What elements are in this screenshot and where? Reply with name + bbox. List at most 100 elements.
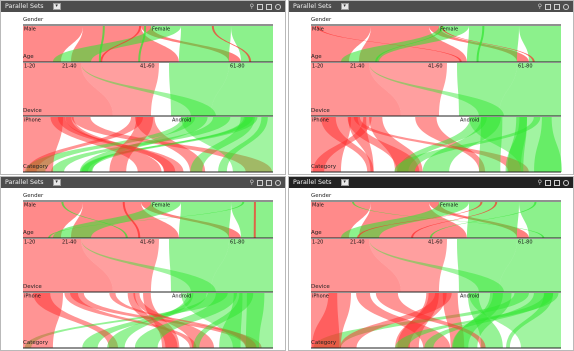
category-label-1-20[interactable]: 1-20 [312, 240, 323, 246]
category-label-41-60[interactable]: 41-60 [428, 240, 443, 246]
category-label-sport[interactable]: Sport [476, 174, 489, 175]
parallel-sets-plot[interactable]: Gender Male Female Age 1-20 21-40 41-60 61-80 De… [289, 12, 574, 175]
category-label-1-20[interactable]: 1-20 [24, 240, 35, 246]
ribbon-female-age[interactable] [53, 202, 181, 238]
ribbon-device-category[interactable] [64, 293, 197, 348]
category-label-61-80[interactable]: 61-80 [518, 240, 533, 246]
ribbon-device-category[interactable] [348, 117, 374, 172]
ribbon-age-device[interactable] [369, 63, 504, 116]
ribbon-male-age[interactable] [23, 26, 83, 62]
category-label-travel[interactable]: Travel [374, 174, 390, 175]
category-label-education[interactable]: Education [392, 174, 417, 175]
category-label-male[interactable]: Male [312, 203, 324, 209]
ribbon-device-category[interactable] [109, 293, 257, 348]
ribbon-device-category[interactable] [353, 117, 529, 172]
category-label-61-80[interactable]: 61-80 [230, 240, 245, 246]
ribbon-thin[interactable] [211, 26, 252, 62]
axis-label-device[interactable]: Device [23, 284, 42, 290]
link-icon[interactable]: ⚲ [249, 2, 254, 10]
axis-label-category[interactable]: Category [23, 340, 49, 346]
chevron-down-icon[interactable]: ▾ [52, 3, 61, 10]
axis-label-category[interactable]: Category [311, 164, 337, 170]
category-label-21-40[interactable]: 21-40 [350, 240, 365, 246]
category-label-cells[interactable]: Cells [323, 174, 335, 175]
ribbon-male-age[interactable] [311, 202, 371, 238]
category-label-male[interactable]: Male [24, 203, 36, 209]
ribbon-thin[interactable] [61, 202, 128, 238]
ribbon-device-category[interactable] [347, 117, 420, 172]
ribbon-device-category[interactable] [81, 117, 258, 172]
maximize-icon[interactable] [554, 3, 560, 10]
ribbon-female-age[interactable] [179, 26, 231, 62]
axis-label-gender[interactable]: Gender [311, 193, 332, 199]
ribbon-device-category[interactable] [375, 293, 486, 348]
link-icon[interactable]: ⚲ [537, 2, 542, 10]
close-icon[interactable] [563, 3, 569, 10]
axis-label-age[interactable]: Age [311, 230, 322, 236]
ribbon-age-device[interactable] [369, 63, 447, 116]
minimize-icon[interactable] [257, 179, 263, 186]
ribbon-female-age[interactable] [231, 26, 273, 62]
ribbon-device-category[interactable] [24, 293, 228, 348]
ribbon-device-category[interactable] [23, 117, 63, 172]
category-label-shopping[interactable]: Shopping [64, 174, 87, 175]
parallel-sets-plot[interactable]: Gender Male Female Age 1-20 21-40 41-60 61-80 De… [1, 12, 286, 175]
axis-label-device[interactable]: Device [311, 108, 330, 114]
ribbon-device-category[interactable] [23, 293, 63, 348]
ribbon-device-category[interactable] [181, 293, 273, 348]
ribbon-device-category[interactable] [415, 117, 486, 172]
category-label-shopping[interactable]: Shopping [352, 174, 375, 175]
category-label-category[interactable]: Category [491, 174, 514, 175]
ribbon-male-age[interactable] [23, 202, 83, 238]
ribbon-age-device[interactable] [211, 63, 273, 116]
category-label-21-40[interactable]: 21-40 [350, 64, 365, 70]
ribbon-device-category[interactable] [311, 117, 351, 172]
axis-label-device[interactable]: Device [23, 108, 42, 114]
ribbon-female-age[interactable] [53, 26, 181, 62]
ribbon-thin[interactable] [375, 26, 444, 62]
ribbon-thin[interactable] [357, 202, 483, 238]
ribbon-female-age[interactable] [341, 202, 469, 238]
ribbon-age-device[interactable] [81, 239, 216, 292]
ribbon-female-age[interactable] [519, 202, 561, 238]
ribbon-device-category[interactable] [25, 117, 196, 172]
maximize-icon[interactable] [266, 179, 272, 186]
ribbon-device-category[interactable] [133, 293, 215, 348]
axis-label-age[interactable]: Age [23, 54, 34, 60]
ribbon-age-device[interactable] [169, 239, 229, 292]
category-label-android[interactable]: Android [172, 294, 191, 300]
ribbon-device-category[interactable] [311, 293, 351, 348]
ribbon-female-age[interactable] [519, 26, 561, 62]
category-label-cells[interactable]: Cells [35, 174, 47, 175]
ribbon-age-device[interactable] [23, 239, 113, 292]
ribbon-thin[interactable] [98, 26, 105, 62]
close-icon[interactable] [275, 179, 281, 186]
ribbon-thin[interactable] [476, 26, 485, 62]
link-icon[interactable]: ⚲ [249, 178, 254, 186]
category-label-restaurants[interactable]: Restaurants [418, 174, 448, 175]
category-label-41-60[interactable]: 41-60 [140, 240, 155, 246]
ribbon-thin[interactable] [411, 202, 498, 238]
category-label-female[interactable]: Female [440, 27, 458, 33]
close-icon[interactable] [563, 179, 569, 186]
category-label-android[interactable]: Android [460, 118, 479, 124]
ribbon-age-device[interactable] [81, 63, 159, 116]
category-label-nightlife[interactable]: Nightlife [450, 174, 471, 175]
ribbon-device-category[interactable] [469, 293, 561, 348]
ribbon-female-age[interactable] [467, 26, 519, 62]
ribbon-thin[interactable] [122, 202, 141, 238]
ribbon-thin[interactable] [138, 26, 147, 62]
category-label-android[interactable]: Android [460, 294, 479, 300]
category-label-android[interactable]: Android [172, 118, 191, 124]
chevron-down-icon[interactable]: ▾ [340, 179, 349, 186]
ribbon-device-category[interactable] [505, 117, 528, 172]
minimize-icon[interactable] [545, 3, 551, 10]
ribbon-device-category[interactable] [109, 117, 154, 172]
category-label-female[interactable]: Female [152, 203, 170, 209]
ribbon-device-category[interactable] [479, 117, 503, 172]
ribbon-thin[interactable] [48, 202, 245, 238]
category-label-taxis[interactable]: Taxis [48, 174, 62, 175]
ribbon-male-age[interactable] [311, 26, 371, 62]
ribbon-thin[interactable] [440, 26, 535, 62]
category-label-female[interactable]: Female [152, 27, 170, 33]
